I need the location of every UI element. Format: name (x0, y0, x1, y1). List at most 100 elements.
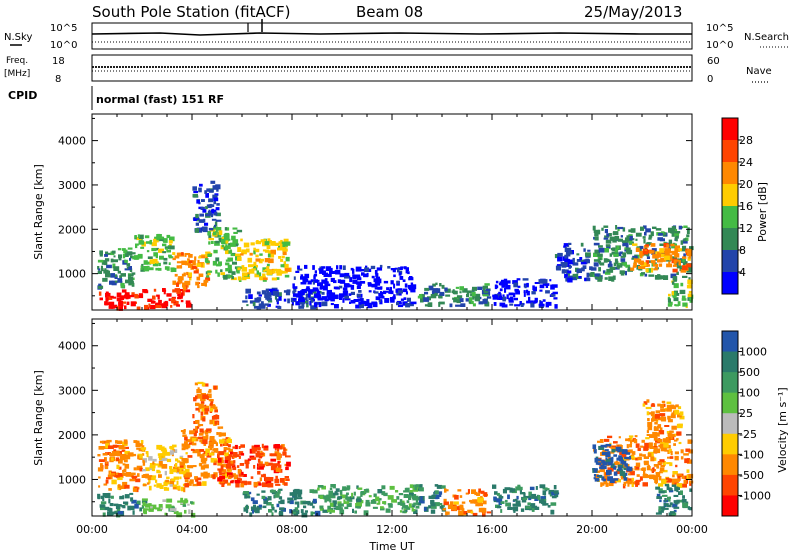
velocity-cell (605, 457, 608, 460)
power-cell (482, 298, 488, 304)
velocity-cell (689, 481, 692, 486)
velocity-cell (116, 464, 120, 469)
velocity-cell (220, 443, 223, 447)
velocity-cell (278, 496, 283, 500)
power-cell (256, 291, 261, 295)
velocity-cell (105, 452, 111, 455)
velocity-cell (328, 490, 333, 495)
velocity-cell (249, 455, 255, 459)
velocity-cell (639, 453, 643, 457)
velocity-cell (496, 492, 500, 496)
velocity-cell (250, 457, 257, 460)
power-cell (283, 298, 287, 302)
velocity-cell (130, 505, 135, 511)
power-cell (163, 257, 168, 261)
power-cell (283, 238, 289, 243)
power-cell (523, 290, 526, 294)
velocity-cell (219, 475, 226, 480)
velocity-cell (188, 509, 191, 514)
velocity-cell (651, 416, 658, 422)
velocity-cell (406, 500, 410, 504)
velocity-cell (244, 459, 250, 465)
velocity-cell (529, 486, 535, 491)
power-cell (361, 272, 365, 276)
power-cell (227, 257, 233, 262)
power-cell (326, 290, 331, 294)
power-cell (328, 292, 333, 296)
velocity-cell (400, 502, 406, 506)
power-cell (514, 304, 520, 307)
power-cell (396, 280, 400, 284)
power-cell (645, 244, 649, 247)
power-cell (396, 291, 400, 296)
velocity-colorbar-tick-label: 1000 (739, 346, 767, 359)
power-cell (675, 238, 678, 242)
velocity-cell (467, 509, 473, 513)
power-cell (398, 292, 402, 296)
velocity-cell (356, 496, 361, 501)
velocity-cell (679, 415, 685, 420)
velocity-cell (117, 511, 124, 515)
velocity-colorbar-swatch (722, 433, 738, 455)
velocity-cell (148, 485, 152, 491)
power-cell (402, 288, 408, 293)
velocity-cell (472, 512, 478, 516)
velocity-cell (292, 492, 298, 497)
power-cell (392, 296, 396, 300)
velocity-cell (216, 432, 219, 436)
power-cell (404, 283, 408, 288)
power-cell (526, 300, 531, 304)
power-cell (485, 288, 491, 292)
velocity-cell (234, 444, 238, 450)
power-cell (520, 302, 524, 307)
power-cell (114, 274, 118, 278)
velocity-cell (230, 451, 234, 455)
velocity-cell (293, 509, 297, 512)
velocity-cell (653, 464, 659, 467)
power-cell (292, 293, 299, 297)
power-cell (266, 270, 273, 275)
power-cell (672, 268, 678, 273)
power-cell (673, 228, 678, 232)
velocity-cell (303, 505, 307, 509)
velocity-cell (525, 506, 532, 509)
power-cell (309, 300, 312, 306)
velocity-cell (312, 498, 317, 504)
velocity-cell (123, 501, 129, 505)
power-cell (622, 241, 628, 246)
power-cell (111, 280, 118, 284)
velocity-cell (121, 449, 126, 452)
power-colorbar-swatch (722, 118, 738, 141)
power-cell (166, 266, 170, 271)
velocity-cell (275, 463, 280, 466)
velocity-cell (385, 508, 391, 513)
power-cell (375, 296, 381, 301)
power-cell (169, 236, 175, 242)
power-cell (567, 270, 572, 274)
velocity-cell (593, 449, 597, 454)
power-cell (330, 267, 333, 273)
power-cell (411, 284, 417, 290)
velocity-cell (655, 486, 660, 490)
power-cell (304, 264, 308, 269)
velocity-cell (205, 434, 209, 440)
velocity-cell (214, 409, 218, 413)
power-cell (130, 294, 135, 298)
velocity-cell (285, 466, 289, 471)
power-cell (163, 261, 168, 265)
velocity-cell (494, 491, 498, 495)
velocity-cell (245, 463, 249, 469)
power-cell (97, 259, 104, 263)
velocity-cell (663, 447, 667, 451)
velocity-cell (639, 476, 643, 481)
velocity-cell (111, 457, 114, 461)
power-cell (533, 301, 536, 304)
power-cell (156, 236, 160, 241)
velocity-cell (200, 411, 204, 416)
power-cell (220, 272, 225, 276)
velocity-cell (279, 511, 284, 516)
power-cell (549, 279, 552, 282)
velocity-colorbar-swatch (722, 413, 738, 435)
power-cell (208, 204, 215, 207)
power-cell (213, 230, 217, 236)
